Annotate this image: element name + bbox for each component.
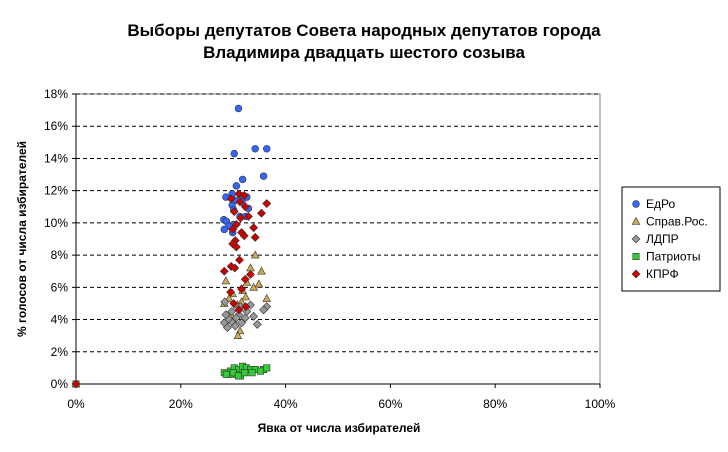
- data-point: [240, 274, 250, 284]
- x-tick-label: 80%: [483, 397, 507, 411]
- data-point: [249, 282, 258, 291]
- data-point: [259, 305, 269, 315]
- data-point: [235, 197, 245, 207]
- chart-title-line-2: Владимира двадцать шестого созыва: [203, 43, 525, 62]
- data-point: [233, 331, 243, 339]
- data-point: [240, 202, 250, 212]
- y-axis-label: % голосов от числа избирателей: [15, 141, 29, 337]
- data-point: [250, 250, 260, 259]
- x-tick-label: 40%: [274, 397, 298, 411]
- x-tick-label: 20%: [169, 397, 193, 411]
- data-point: [239, 231, 249, 241]
- data-point: [236, 213, 245, 223]
- x-tick-labels: 0% 20% 40% 60% 80% 100%: [67, 384, 616, 411]
- data-point: [234, 305, 244, 315]
- x-tick-label: 60%: [378, 397, 402, 411]
- legend: ЕдРо Справ.Рос. ЛДПР Патриоты КПРФ: [621, 186, 721, 292]
- data-point: [248, 369, 256, 377]
- legend-label: Справ.Рос.: [646, 215, 708, 229]
- data-point: [263, 364, 271, 372]
- y-tick-label: 18%: [44, 87, 68, 101]
- data-point: [256, 367, 264, 375]
- data-point: [223, 323, 232, 333]
- data-points: [71, 104, 272, 389]
- data-point: [222, 370, 230, 378]
- series-5: [71, 189, 272, 389]
- legend-label: ЕдРо: [646, 197, 675, 211]
- data-point: [254, 279, 264, 288]
- legend-marker: [631, 216, 641, 225]
- data-point: [229, 299, 239, 308]
- data-point: [239, 191, 249, 200]
- data-point: [231, 220, 241, 229]
- y-tick-label: 0%: [51, 377, 69, 391]
- data-point: [241, 292, 251, 301]
- chart-title-line-1: Выборы депутатов Совета народных депутат…: [127, 21, 601, 40]
- y-tick-label: 12%: [44, 184, 68, 198]
- data-point: [227, 307, 237, 316]
- legend-marker: [632, 253, 640, 261]
- data-point: [246, 270, 255, 279]
- data-point: [251, 145, 259, 153]
- y-tick-label: 16%: [44, 119, 68, 133]
- data-point: [232, 182, 241, 190]
- data-point: [263, 145, 271, 153]
- data-point: [230, 321, 240, 331]
- y-tick-label: 14%: [44, 151, 68, 165]
- legend-marker: [631, 269, 641, 279]
- data-point: [238, 175, 247, 184]
- data-point: [241, 369, 249, 377]
- axes: [75, 94, 600, 385]
- data-point: [241, 302, 251, 312]
- series-4: [72, 362, 271, 388]
- y-tick-label: 4%: [51, 313, 69, 327]
- x-axis-label: Явка от числа избирателей: [258, 421, 421, 435]
- legend-label: ЛДПР: [646, 232, 679, 246]
- data-point: [250, 232, 260, 242]
- data-point: [235, 255, 244, 265]
- data-point: [262, 199, 272, 208]
- data-point: [71, 379, 81, 389]
- data-point: [237, 284, 247, 294]
- y-tick-labels: 0% 2% 4% 6% 8% 10% 12% 14% 16% 18%: [44, 87, 68, 391]
- data-point: [231, 313, 241, 323]
- data-point: [220, 297, 230, 307]
- data-point: [229, 207, 239, 217]
- data-point: [252, 319, 262, 329]
- data-point: [243, 212, 253, 221]
- data-point: [220, 225, 228, 234]
- data-point: [226, 287, 236, 297]
- y-tick-label: 10%: [44, 216, 68, 230]
- data-point: [249, 311, 259, 321]
- data-point: [219, 266, 229, 276]
- data-point: [262, 293, 272, 302]
- data-point: [234, 372, 242, 380]
- data-point: [230, 149, 238, 158]
- gridlines: [72, 93, 600, 385]
- data-point: [231, 242, 241, 252]
- plot-area: [75, 93, 601, 385]
- y-tick-label: 6%: [51, 280, 69, 294]
- legend-marker: [631, 234, 641, 244]
- data-point: [221, 276, 231, 285]
- legend-label: Патриоты: [646, 250, 700, 264]
- legend-marker: [632, 200, 640, 208]
- x-tick-label: 100%: [585, 397, 616, 411]
- data-point: [226, 194, 236, 204]
- y-tick-label: 8%: [51, 248, 69, 262]
- data-point: [240, 313, 250, 323]
- data-point: [257, 266, 266, 275]
- x-tick-label: 0%: [67, 397, 85, 411]
- data-point: [234, 104, 243, 113]
- data-point: [257, 208, 266, 218]
- y-tick-label: 2%: [51, 345, 69, 359]
- data-point: [230, 263, 240, 273]
- legend-label: КПРФ: [646, 267, 679, 281]
- data-point: [237, 318, 247, 328]
- data-point: [249, 223, 259, 233]
- data-point: [228, 224, 238, 234]
- data-point: [259, 172, 268, 180]
